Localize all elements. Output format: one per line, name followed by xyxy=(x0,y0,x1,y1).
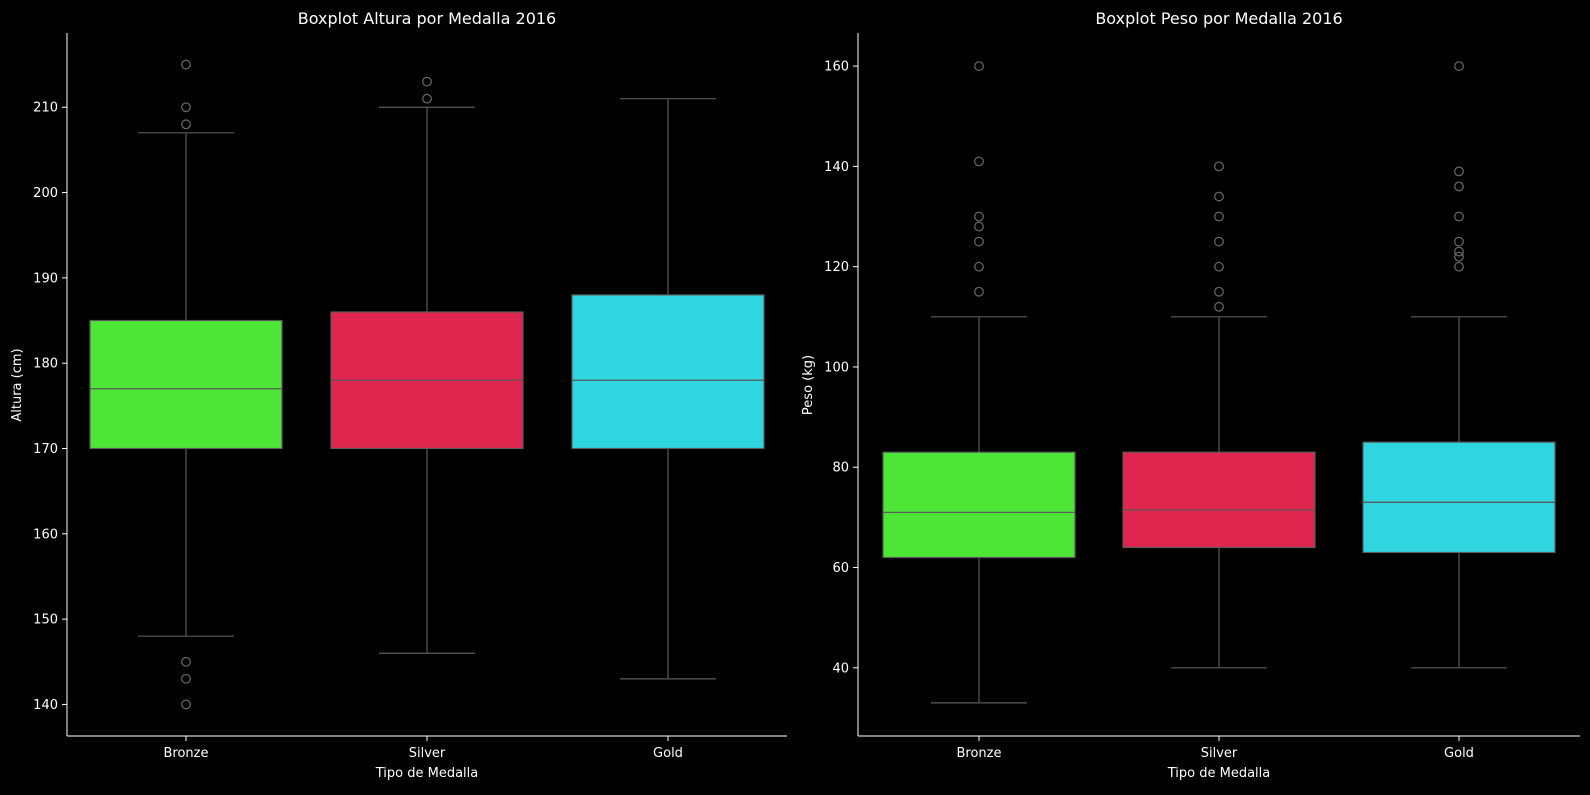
outlier-point xyxy=(974,156,984,167)
y-tick-label: 190 xyxy=(33,271,58,286)
y-tick-label: 120 xyxy=(824,260,849,275)
outlier-point xyxy=(1214,236,1224,247)
x-tick-label: Gold xyxy=(1444,746,1474,761)
outlier-point xyxy=(1214,211,1224,222)
box-gold xyxy=(571,98,765,680)
y-axis-label: Peso (kg) xyxy=(801,355,816,415)
peso-chart: Boxplot Peso por Medalla 2016 Tipo de Me… xyxy=(801,9,1580,781)
x-axis-label: Tipo de Medalla xyxy=(1167,766,1271,781)
box-silver xyxy=(1122,161,1316,669)
outlier-point xyxy=(1214,286,1224,297)
outlier-point xyxy=(974,286,984,297)
y-tick-label: 80 xyxy=(832,461,849,476)
chart-title: Boxplot Altura por Medalla 2016 xyxy=(298,9,556,28)
box-bronze xyxy=(89,59,283,710)
outlier-point xyxy=(1454,251,1464,262)
y-tick-label: 140 xyxy=(33,698,58,713)
x-tick-label: Bronze xyxy=(164,746,209,761)
outlier-point xyxy=(422,93,432,104)
outlier-point xyxy=(1454,246,1464,257)
outlier-point xyxy=(1454,61,1464,71)
y-axis-label: Altura (cm) xyxy=(10,348,25,421)
y-tick-label: 200 xyxy=(33,186,58,201)
outlier-point xyxy=(181,656,191,667)
outlier-point xyxy=(1454,181,1464,192)
iqr-box xyxy=(89,319,283,450)
outlier-point xyxy=(1454,261,1464,272)
outlier-point xyxy=(181,119,191,130)
altura-chart: Boxplot Altura por Medalla 2016 Tipo de … xyxy=(10,9,787,781)
y-tick-label: 210 xyxy=(33,101,58,116)
iqr-box xyxy=(1362,441,1556,554)
outlier-point xyxy=(181,699,191,710)
outlier-point xyxy=(181,59,191,70)
outlier-point xyxy=(181,102,191,113)
outlier-point xyxy=(974,236,984,247)
y-tick-label: 170 xyxy=(33,442,58,457)
y-tick-label: 100 xyxy=(824,360,849,375)
box-gold xyxy=(1362,61,1556,669)
box-bronze xyxy=(882,61,1076,704)
outlier-point xyxy=(1214,191,1224,202)
x-axis-label: Tipo de Medalla xyxy=(375,766,479,781)
outlier-point xyxy=(974,221,984,232)
x-tick-label: Gold xyxy=(653,746,683,761)
iqr-box xyxy=(1122,451,1316,549)
iqr-box xyxy=(571,294,765,450)
y-tick-label: 150 xyxy=(33,613,58,628)
iqr-box xyxy=(882,451,1076,559)
outlier-point xyxy=(974,211,984,222)
outlier-point xyxy=(1214,261,1224,272)
y-tick-label: 160 xyxy=(824,60,849,75)
outlier-point xyxy=(1454,166,1464,177)
x-tick-label: Silver xyxy=(409,746,446,761)
y-tick-label: 40 xyxy=(832,661,849,676)
outlier-point xyxy=(181,673,191,684)
x-tick-label: Silver xyxy=(1201,746,1238,761)
y-tick-label: 140 xyxy=(824,160,849,175)
outlier-point xyxy=(1214,301,1224,312)
chart-title: Boxplot Peso por Medalla 2016 xyxy=(1095,9,1342,28)
outlier-point xyxy=(1214,161,1224,172)
outlier-point xyxy=(974,261,984,272)
y-tick-label: 160 xyxy=(33,527,58,542)
outlier-point xyxy=(422,76,432,87)
y-tick-label: 60 xyxy=(832,561,849,576)
y-tick-label: 180 xyxy=(33,357,58,372)
box-silver xyxy=(330,76,524,654)
x-tick-label: Bronze xyxy=(957,746,1002,761)
outlier-point xyxy=(974,61,984,71)
outlier-point xyxy=(1454,211,1464,222)
outlier-point xyxy=(1454,236,1464,247)
